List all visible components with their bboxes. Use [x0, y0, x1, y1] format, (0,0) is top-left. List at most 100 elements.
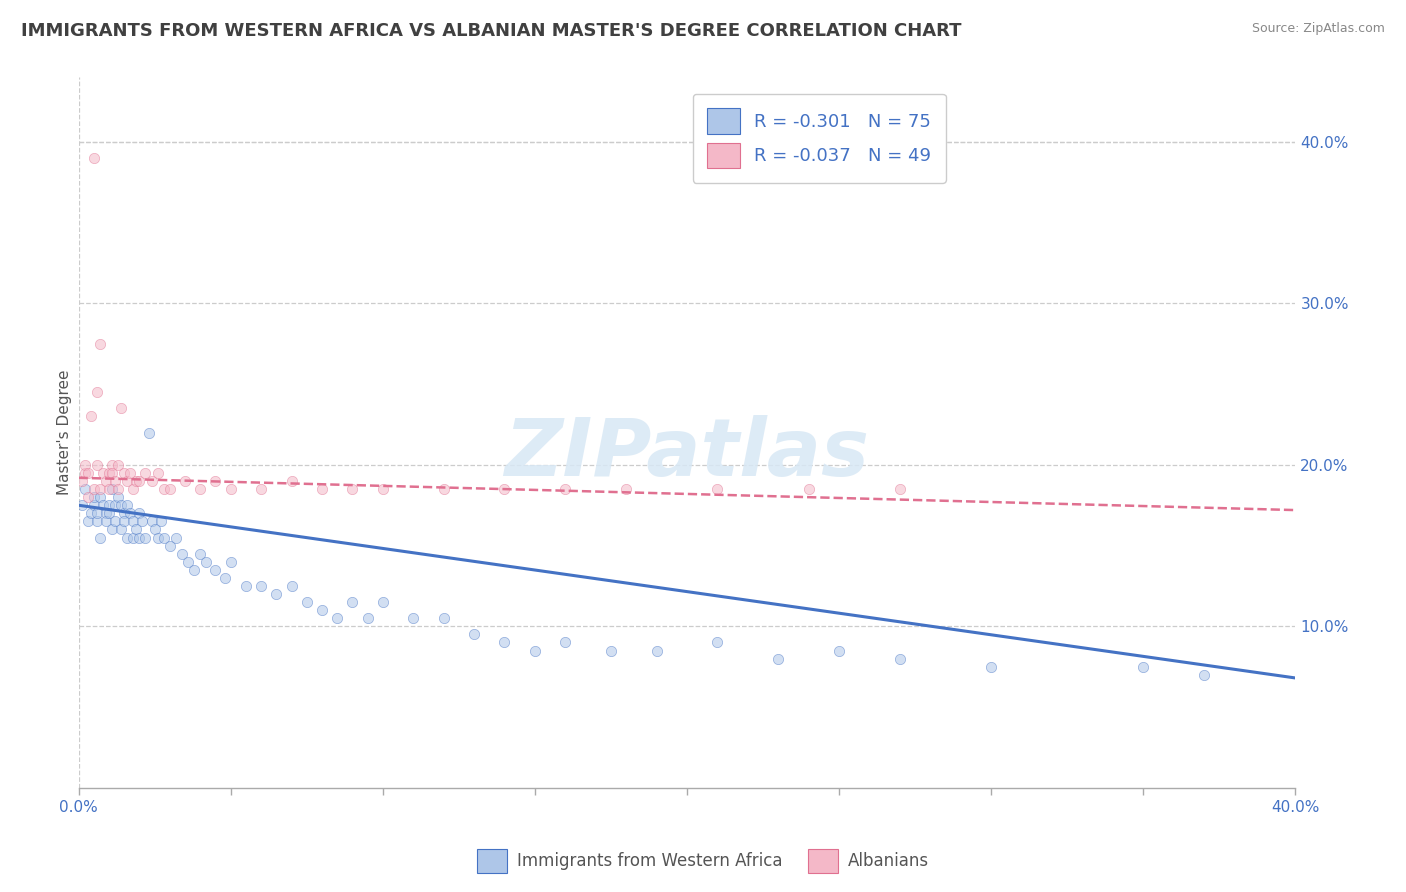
- Point: [98, 498, 121, 512]
- Point: [152, 531, 174, 545]
- Point: [1132, 659, 1154, 673]
- Point: [76, 515, 98, 529]
- Point: [494, 482, 516, 496]
- Point: [98, 506, 121, 520]
- Point: [706, 482, 728, 496]
- Point: [83, 151, 105, 165]
- Point: [1192, 667, 1215, 681]
- Point: [94, 515, 117, 529]
- Point: [828, 643, 851, 657]
- Point: [706, 635, 728, 649]
- Point: [120, 466, 142, 480]
- Point: [600, 643, 623, 657]
- Point: [117, 474, 139, 488]
- Point: [342, 482, 364, 496]
- Point: [554, 635, 576, 649]
- Point: [174, 474, 197, 488]
- Point: [138, 425, 160, 440]
- Legend: Immigrants from Western Africa, Albanians: Immigrants from Western Africa, Albanian…: [471, 842, 935, 880]
- Point: [112, 466, 135, 480]
- Point: [125, 523, 148, 537]
- Point: [76, 490, 98, 504]
- Point: [141, 474, 163, 488]
- Point: [204, 563, 226, 577]
- Point: [177, 555, 200, 569]
- Point: [86, 506, 108, 520]
- Point: [104, 498, 127, 512]
- Point: [645, 643, 668, 657]
- Point: [494, 635, 516, 649]
- Point: [554, 482, 576, 496]
- Point: [89, 531, 111, 545]
- Point: [402, 611, 425, 625]
- Point: [146, 531, 169, 545]
- Point: [980, 659, 1002, 673]
- Point: [94, 506, 117, 520]
- Point: [80, 409, 103, 424]
- Point: [523, 643, 546, 657]
- Point: [433, 611, 456, 625]
- Point: [83, 490, 105, 504]
- Point: [134, 466, 156, 480]
- Point: [70, 474, 93, 488]
- Point: [889, 651, 911, 665]
- Point: [110, 498, 132, 512]
- Point: [98, 466, 121, 480]
- Point: [433, 482, 456, 496]
- Point: [188, 482, 211, 496]
- Point: [89, 482, 111, 496]
- Point: [104, 515, 127, 529]
- Point: [89, 336, 111, 351]
- Point: [128, 474, 150, 488]
- Point: [98, 482, 121, 496]
- Point: [83, 498, 105, 512]
- Point: [356, 611, 378, 625]
- Point: [463, 627, 485, 641]
- Point: [91, 498, 114, 512]
- Point: [371, 482, 394, 496]
- Point: [797, 482, 820, 496]
- Point: [311, 482, 333, 496]
- Point: [280, 474, 302, 488]
- Point: [89, 490, 111, 504]
- Point: [250, 482, 273, 496]
- Point: [159, 539, 181, 553]
- Point: [165, 531, 187, 545]
- Point: [128, 506, 150, 520]
- Point: [141, 515, 163, 529]
- Point: [149, 515, 172, 529]
- Point: [101, 482, 124, 496]
- Text: Source: ZipAtlas.com: Source: ZipAtlas.com: [1251, 22, 1385, 36]
- Point: [86, 385, 108, 400]
- Point: [70, 498, 93, 512]
- Point: [120, 506, 142, 520]
- Point: [91, 466, 114, 480]
- Point: [83, 482, 105, 496]
- Point: [143, 523, 166, 537]
- Point: [73, 458, 96, 472]
- Point: [219, 555, 242, 569]
- Text: IMMIGRANTS FROM WESTERN AFRICA VS ALBANIAN MASTER'S DEGREE CORRELATION CHART: IMMIGRANTS FROM WESTERN AFRICA VS ALBANI…: [21, 22, 962, 40]
- Point: [188, 547, 211, 561]
- Point: [131, 515, 153, 529]
- Point: [371, 595, 394, 609]
- Y-axis label: Master's Degree: Master's Degree: [58, 370, 72, 495]
- Point: [122, 531, 145, 545]
- Point: [117, 531, 139, 545]
- Point: [112, 506, 135, 520]
- Point: [235, 579, 257, 593]
- Point: [94, 474, 117, 488]
- Point: [152, 482, 174, 496]
- Point: [122, 515, 145, 529]
- Point: [342, 595, 364, 609]
- Point: [125, 474, 148, 488]
- Point: [110, 401, 132, 416]
- Point: [214, 571, 236, 585]
- Point: [107, 458, 129, 472]
- Point: [889, 482, 911, 496]
- Point: [76, 466, 98, 480]
- Point: [170, 547, 193, 561]
- Point: [112, 515, 135, 529]
- Point: [266, 587, 288, 601]
- Point: [101, 523, 124, 537]
